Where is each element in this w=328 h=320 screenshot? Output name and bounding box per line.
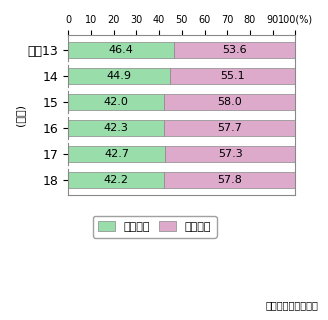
Bar (170, 68, 296, 84)
Legend: 固定通信, 移動通信: 固定通信, 移動通信 (92, 216, 216, 237)
Text: 57.8: 57.8 (217, 175, 242, 185)
Bar (164, 120, 296, 136)
Text: 57.7: 57.7 (217, 123, 242, 133)
Text: 42.0: 42.0 (104, 97, 128, 107)
Text: 53.6: 53.6 (222, 45, 247, 55)
Text: 42.3: 42.3 (104, 123, 129, 133)
Bar (68, 68, 170, 84)
Text: 42.2: 42.2 (104, 175, 129, 185)
Text: 46.4: 46.4 (109, 45, 133, 55)
Text: 58.0: 58.0 (217, 97, 242, 107)
Text: 各社資料により作成: 各社資料により作成 (265, 300, 318, 310)
Bar (164, 94, 296, 110)
Bar (68, 120, 164, 136)
Bar (68, 42, 174, 58)
Text: 44.9: 44.9 (107, 71, 132, 81)
Text: 42.7: 42.7 (104, 149, 129, 159)
Bar (174, 42, 296, 58)
Y-axis label: (年度): (年度) (15, 104, 25, 126)
Bar (165, 146, 296, 162)
Bar (68, 146, 165, 162)
Bar (68, 172, 164, 188)
Bar (164, 172, 296, 188)
Text: 55.1: 55.1 (220, 71, 245, 81)
Text: 57.3: 57.3 (218, 149, 243, 159)
Bar (68, 94, 164, 110)
